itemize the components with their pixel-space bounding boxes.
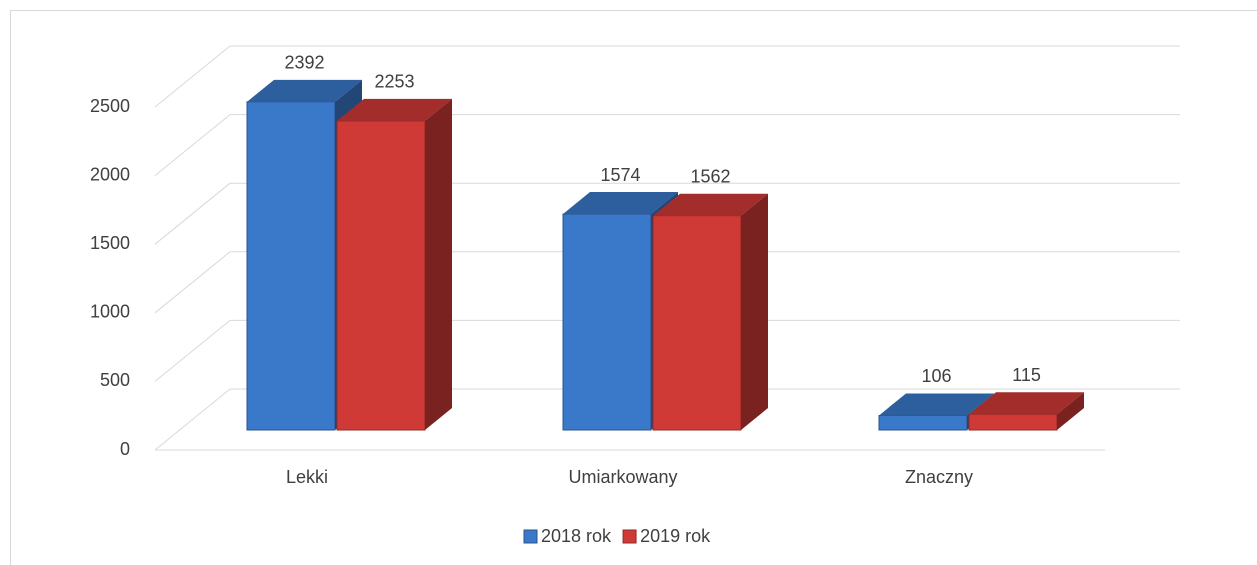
bar-front (336, 120, 426, 431)
bar-top (879, 393, 994, 416)
bar-front (652, 215, 742, 431)
grid-line-side (154, 45, 231, 108)
data-label: 115 (1012, 365, 1041, 385)
y-tick-label: 1000 (90, 302, 130, 322)
bar-side (741, 193, 768, 430)
x-tick-label: Znaczny (905, 467, 973, 487)
data-label: 2253 (374, 72, 414, 92)
y-tick-label: 500 (100, 370, 130, 390)
x-tick-label: Lekki (286, 467, 328, 487)
bar-front (246, 101, 336, 431)
grid-line-side (154, 320, 231, 382)
bar-top (337, 98, 452, 121)
data-label: 1574 (600, 165, 640, 185)
legend-label: 2019 rok (640, 526, 711, 546)
bar-side (1057, 392, 1084, 430)
bar-front (562, 213, 652, 431)
y-tick-label: 2500 (90, 96, 130, 116)
bar-top (653, 193, 768, 216)
y-tick-label: 2000 (90, 164, 130, 184)
grid-line-side (154, 182, 231, 245)
legend-label: 2018 rok (541, 526, 612, 546)
y-tick-label: 0 (120, 439, 130, 459)
x-tick-label: Umiarkowany (568, 467, 677, 487)
bar-front (968, 413, 1058, 431)
bar-top (247, 79, 362, 102)
bar-front (878, 414, 968, 431)
bar-side (425, 98, 452, 430)
chart-frame (10, 10, 1257, 565)
grid-line-side (154, 388, 231, 451)
legend-swatch (523, 529, 538, 544)
y-tick-label: 1500 (90, 233, 130, 253)
bar-top (969, 392, 1084, 415)
grid-line-side (154, 251, 231, 314)
data-label: 1562 (690, 166, 730, 186)
bar-top (563, 192, 678, 215)
legend-swatch (622, 529, 637, 544)
data-label: 106 (921, 366, 951, 386)
data-label: 2392 (284, 53, 324, 73)
grid-line-side (154, 114, 231, 176)
